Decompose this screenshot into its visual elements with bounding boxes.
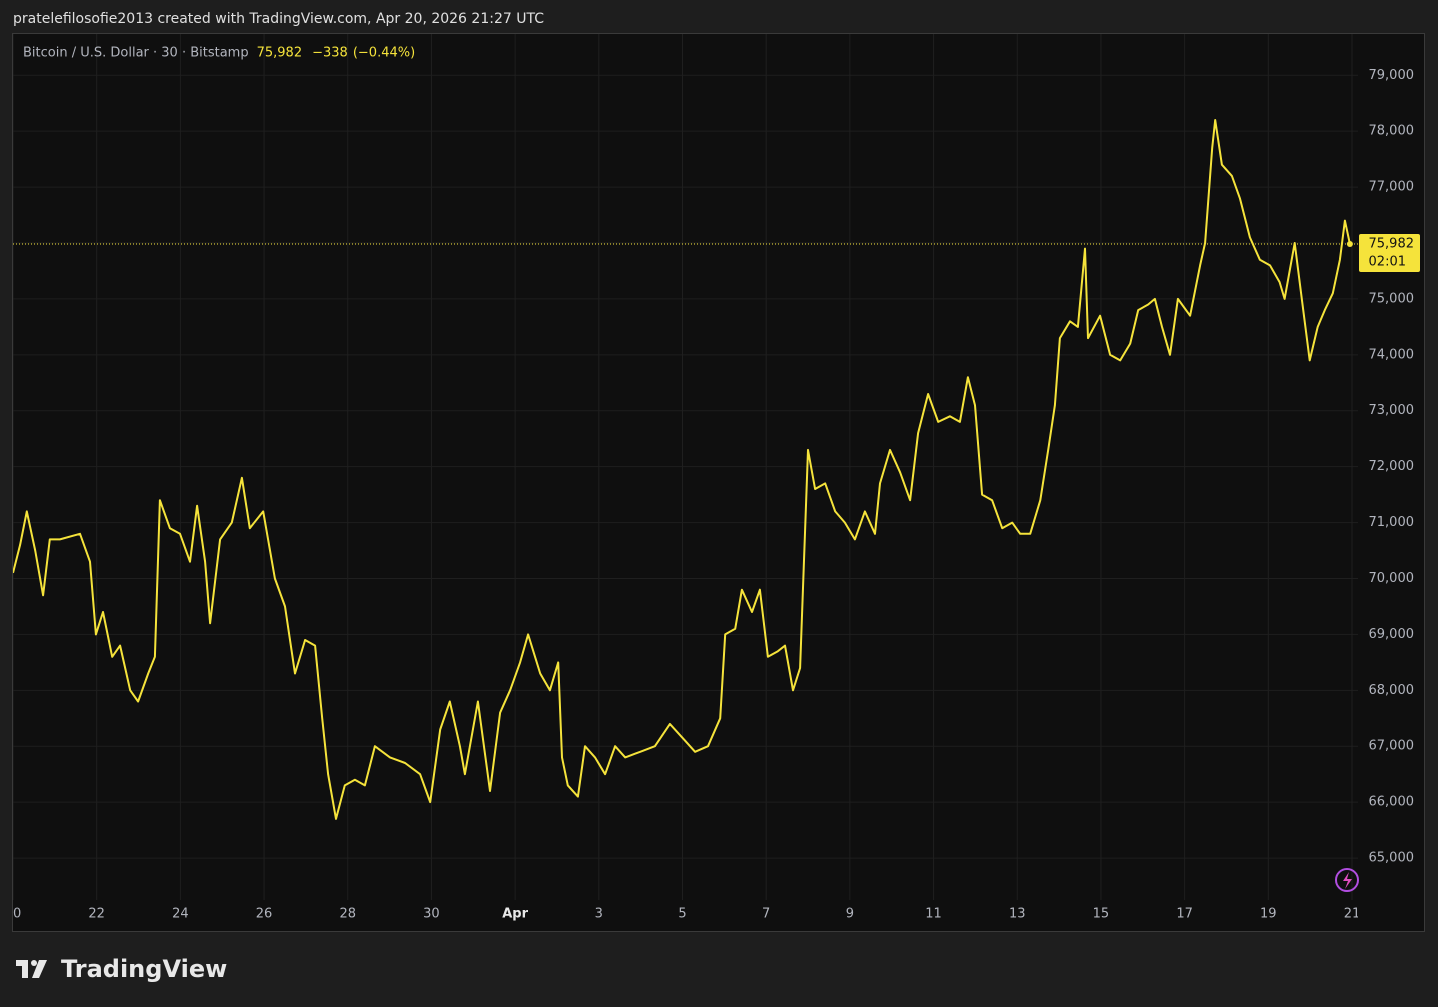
countdown-label: 02:01 [1369,255,1406,270]
y-tick-label: 71,000 [1369,515,1415,530]
x-tick-label: 20 [5,907,22,922]
y-tick-label: 70,000 [1369,571,1415,586]
x-tick-label: 26 [256,907,273,922]
y-tick-label: 77,000 [1369,180,1415,195]
x-tick-label: 5 [678,907,686,922]
last-price-label: 75,982 [1369,237,1415,252]
y-tick-label: 69,000 [1369,627,1415,642]
y-axis: 65,000 66,000 67,000 68,000 69,000 70,000 71,0… [1359,68,1420,866]
y-tick-label: 73,000 [1369,403,1415,418]
last-price-box [1359,234,1420,273]
y-tick-label: 79,000 [1369,68,1415,83]
header: pratelefilosofie2013 created with Tradin… [13,11,544,27]
x-tick-label: Apr [502,907,528,922]
y-tick-label: 65,000 [1369,851,1415,866]
x-tick-label: 22 [88,907,105,922]
x-tick-label: 19 [1260,907,1277,922]
grid [13,34,1358,900]
y-tick-label: 67,000 [1369,739,1415,754]
x-tick-label: 17 [1176,907,1193,922]
legend-change: −338 [312,46,348,61]
last-point [1346,241,1353,248]
x-tick-label: 7 [762,907,770,922]
y-tick-label: 66,000 [1369,795,1415,810]
x-tick-label: 21 [1344,907,1361,922]
x-axis: 20 22 24 26 28 30 Apr 3 5 7 9 11 13 15 17 19 21 [5,907,1361,922]
y-tick-label: 75,000 [1369,291,1415,306]
x-tick-label: 30 [423,907,440,922]
legend-change-pct: (−0.44%) [353,46,415,61]
x-tick-label: 11 [925,907,942,922]
x-tick-label: 15 [1093,907,1110,922]
x-tick-label: 9 [846,907,854,922]
legend-symbol: Bitcoin / U.S. Dollar · 30 · Bitstamp [23,46,249,61]
x-tick-label: 28 [339,907,356,922]
x-tick-label: 13 [1009,907,1026,922]
assistant-icon [1335,868,1359,892]
chart-panel [12,33,1425,932]
legend-price: 75,982 [257,46,303,61]
logo: TradingView [16,955,227,983]
x-tick-label: 24 [172,907,189,922]
y-tick-label: 78,000 [1369,124,1415,139]
y-tick-label: 68,000 [1369,683,1415,698]
x-tick-label: 3 [595,907,603,922]
y-tick-label: 72,000 [1369,459,1415,474]
price-line [13,119,1351,820]
y-tick-label: 74,000 [1369,347,1415,362]
logo-text: TradingView [61,955,227,983]
plot [13,119,1358,820]
